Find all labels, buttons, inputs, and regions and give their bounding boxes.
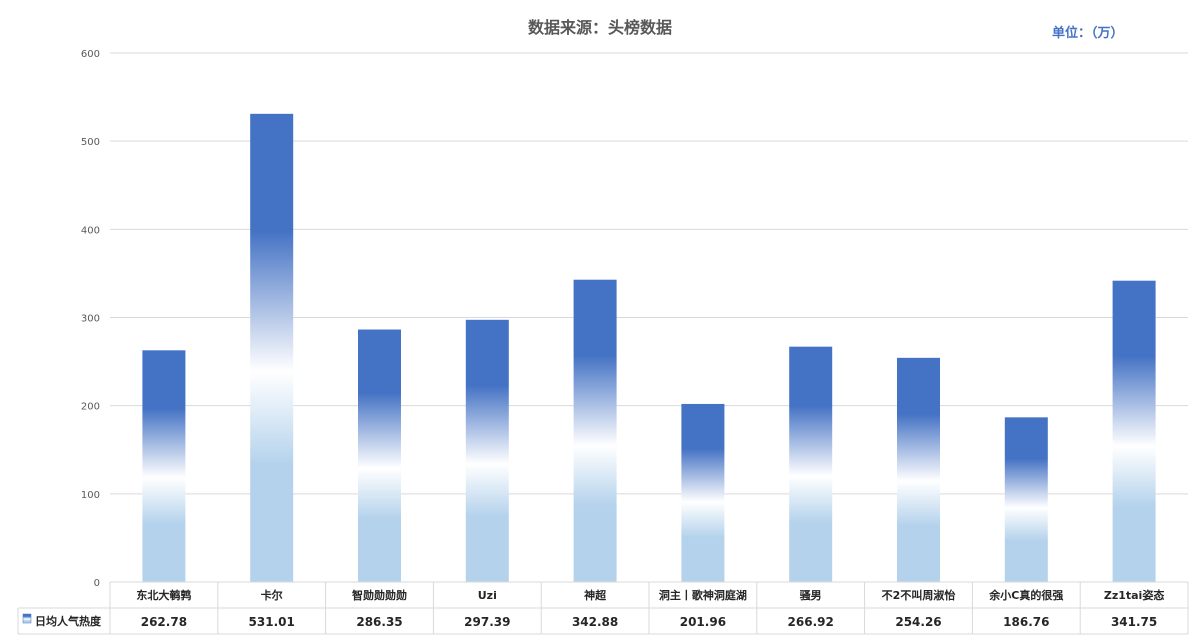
category-label: Uzi	[478, 589, 497, 602]
bars	[142, 113, 1156, 583]
bar	[573, 279, 617, 582]
chart-title: 数据来源：头榜数据	[527, 18, 672, 37]
category-label: 智勋勋勋勋	[352, 588, 407, 602]
value-label: 341.75	[1111, 615, 1157, 629]
bar	[142, 350, 186, 582]
category-label: Zz1tai姿态	[1104, 588, 1164, 602]
category-label: 东北大鹌鹑	[136, 588, 191, 602]
bar	[358, 329, 401, 582]
value-label: 531.01	[249, 615, 295, 629]
value-label: 186.76	[1003, 615, 1049, 629]
bar	[897, 357, 940, 582]
bar	[789, 346, 833, 582]
data-table: 东北大鹌鹑 262.78 卡尔 531.01 智勋勋勋勋 286.35 Uzi 297.39 神…	[17, 581, 1189, 635]
category-label: 余小C真的很强	[988, 588, 1063, 602]
legend-swatch	[22, 613, 32, 624]
value-label: 262.78	[141, 615, 187, 629]
y-tick-label: 200	[81, 402, 100, 413]
value-label: 286.35	[356, 615, 402, 629]
y-tick-label: 400	[81, 225, 100, 236]
value-label: 297.39	[464, 615, 510, 629]
legend-label: 日均人气热度	[35, 614, 102, 628]
y-tick-label: 100	[81, 490, 100, 501]
value-label: 342.88	[572, 615, 618, 629]
value-label: 266.92	[788, 615, 834, 629]
bar	[1112, 280, 1156, 582]
unit-label: 单位：（万）	[1052, 26, 1124, 41]
y-tick-label: 600	[81, 49, 100, 60]
bar	[1004, 417, 1048, 582]
y-tick-label: 0	[94, 578, 100, 589]
y-tick-label: 300	[81, 314, 100, 325]
bar	[250, 113, 294, 583]
category-label: 神超	[584, 588, 607, 602]
y-axis-ticks: 0 100 200 300 400 500 600	[81, 49, 100, 589]
category-label: 骚男	[800, 589, 822, 602]
category-label: 洞主丨歌神洞庭湖	[659, 588, 747, 602]
bar	[681, 403, 725, 582]
category-label: 卡尔	[261, 588, 283, 602]
bar	[465, 319, 509, 582]
category-label: 不2不叫周淑怡	[882, 588, 956, 602]
value-label: 254.26	[895, 615, 941, 629]
value-label: 201.96	[680, 615, 726, 629]
y-tick-label: 500	[81, 137, 100, 148]
